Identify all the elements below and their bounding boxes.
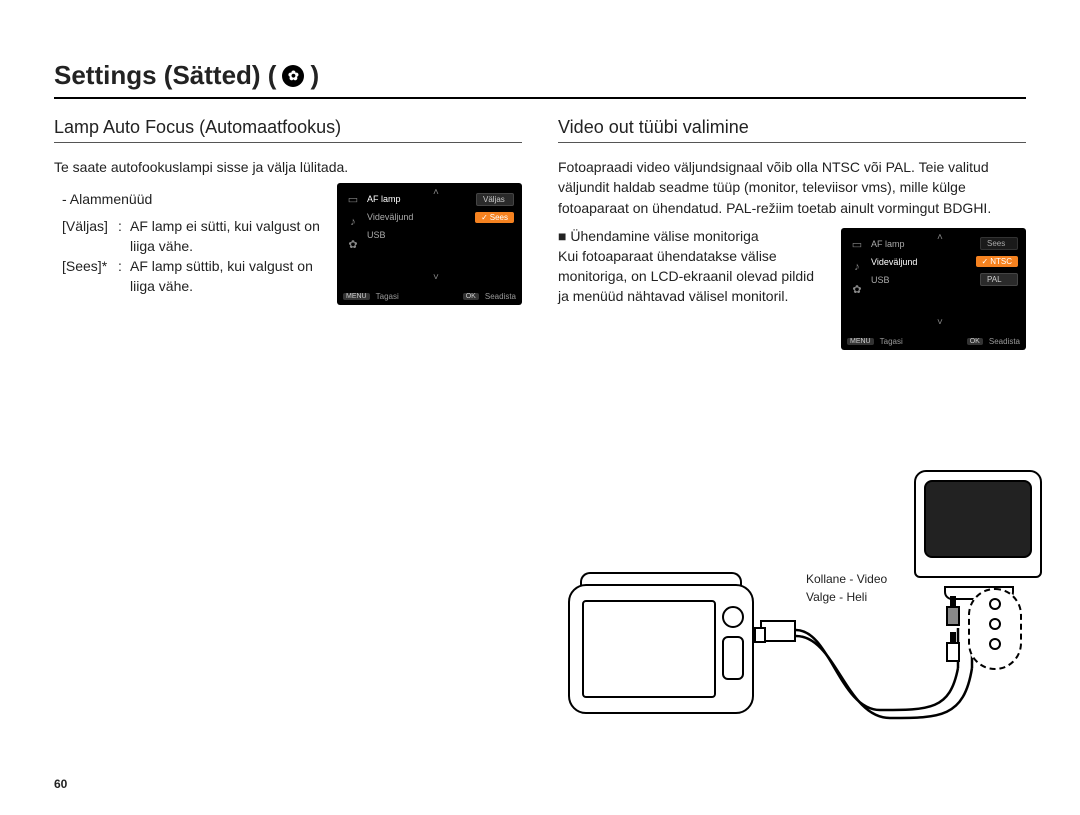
chevron-up-icon: ˄ [433,187,439,198]
right-intro: Fotoapraadi video väljundsignaal võib ol… [558,157,1026,218]
sound-icon: ♪ [350,216,356,228]
option-sep: : [118,256,130,297]
submenu-label: - Alammenüüd [54,189,323,209]
right-bullet-body: Kui fotoaparaat ühendatakse välise monit… [558,246,827,307]
title-suffix: ) [310,60,319,91]
menu-row-label: Videväljund [871,257,976,267]
monitor-illustration [914,470,1048,610]
menu-back-btn: MENU [343,293,370,300]
menu-ok-btn: OK [463,293,479,300]
menu-row-label: USB [367,230,514,240]
title-prefix: Settings (Sätted) ( [54,60,276,91]
menu-row-value: Väljas [476,193,514,206]
left-intro: Te saate autofookuslampi sisse ja välja … [54,157,522,177]
menu-row: AF lampSees [871,236,1018,252]
av-port-extra [989,638,1001,650]
menu-set-label: Seadista [485,292,516,301]
label-audio: Valge - Heli [806,588,887,606]
av-port-video [989,598,1001,610]
menu-back-label: Tagasi [880,337,903,346]
chevron-down-icon: ˅ [937,317,943,328]
menu-row: USBPAL [871,272,1018,288]
gear-icon: ✿ [348,238,357,251]
menu-back-btn: MENU [847,338,874,345]
camera-illustration [568,584,754,714]
menu-row: VideväljundNTSC [871,254,1018,270]
menu-ok-btn: OK [967,338,983,345]
display-icon: ▭ [348,193,358,206]
option-key: [Sees]* [62,256,118,297]
page-title: Settings (Sätted) ( ✿ ) [54,60,1026,99]
label-video: Kollane - Video [806,570,887,588]
option-sep: : [118,216,130,257]
av-port-area [968,588,1022,670]
option-row: [Väljas] : AF lamp ei sütti, kui valgust… [62,216,323,257]
menu-row: USB [367,227,514,243]
chevron-up-icon: ˄ [937,232,943,243]
rca-plug-yellow [946,596,960,626]
menu-row: AF lampVäljas [367,191,514,207]
menu-set-label: Seadista [989,337,1020,346]
menu-row-label: USB [871,275,980,285]
usb-plug-illustration [760,620,796,642]
menu-row-label: Videväljund [367,212,475,222]
menu-row-label: AF lamp [367,194,476,204]
page-number: 60 [54,777,67,791]
menu-row: VideväljundSees [367,209,514,225]
sound-icon: ♪ [854,261,860,273]
rca-plug-white [946,632,960,662]
camera-menu-af-lamp: ▭ ♪ ✿ ˄ AF lampVäljasVideväljundSeesUSB … [337,183,522,305]
camera-menu-video-out: ▭ ♪ ✿ ˄ AF lampSees VideväljundNTSC USBPAL… [841,228,1026,350]
right-bullet: ■ Ühendamine välise monitoriga [558,228,827,244]
gear-icon: ✿ [852,283,861,296]
menu-row-value: NTSC [976,256,1018,267]
right-column: Video out tüübi valimine Fotoapraadi vid… [558,117,1026,350]
menu-row-value: Sees [980,237,1018,250]
connection-diagram: Kollane - Video Valge - Heli [560,470,1060,730]
menu-row-value: Sees [475,212,514,223]
option-row: [Sees]* : AF lamp süttib, kui valgust on… [62,256,323,297]
menu-back-label: Tagasi [376,292,399,301]
av-port-audio [989,618,1001,630]
menu-row-value: PAL [980,273,1018,286]
left-column: Lamp Auto Focus (Automaatfookus) Te saat… [54,117,522,350]
chevron-down-icon: ˅ [433,272,439,283]
option-val: AF lamp süttib, kui valgust on liiga väh… [130,256,323,297]
option-key: [Väljas] [62,216,118,257]
option-val: AF lamp ei sütti, kui valgust on liiga v… [130,216,323,257]
gear-icon: ✿ [282,65,304,87]
display-icon: ▭ [852,238,862,251]
menu-row-label: AF lamp [871,239,980,249]
right-heading: Video out tüübi valimine [558,117,1026,143]
left-heading: Lamp Auto Focus (Automaatfookus) [54,117,522,143]
